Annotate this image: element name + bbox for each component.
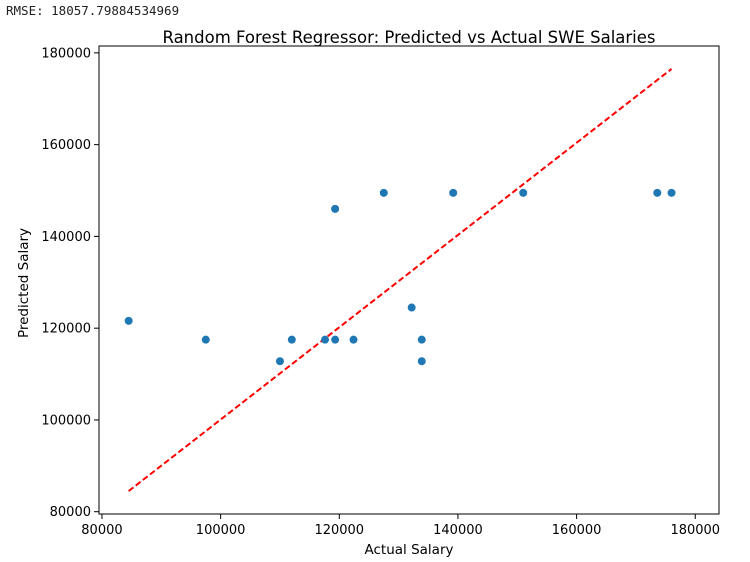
data-point-3 [287, 335, 296, 344]
x-axis: 80000 100000 120000 140000 160000 180000 [81, 514, 720, 538]
y-axis-label: Predicted Salary [16, 228, 32, 338]
chart-title: Random Forest Regressor: Predicted vs Ac… [162, 28, 655, 47]
y-tick-label-4: 160000 [41, 138, 91, 153]
data-point-5 [331, 204, 340, 213]
data-point-13 [519, 188, 528, 197]
rmse-output: RMSE: 18057.79884534969 [6, 3, 180, 18]
data-point-10 [417, 335, 426, 344]
data-point-15 [667, 188, 676, 197]
x-tick-label-3: 140000 [433, 523, 483, 538]
y-tick-label-5: 180000 [41, 46, 91, 61]
data-point-2 [275, 357, 284, 366]
y-tick-label-1: 100000 [41, 413, 91, 428]
data-point-11 [417, 357, 426, 366]
data-point-6 [331, 335, 340, 344]
data-points [124, 188, 676, 366]
x-axis-label: Actual Salary [365, 542, 454, 558]
y-tick-label-2: 120000 [41, 322, 91, 337]
data-point-12 [449, 188, 458, 197]
data-point-0 [124, 316, 133, 325]
data-point-1 [201, 335, 210, 344]
plot-frame [98, 45, 720, 515]
x-tick-label-2: 120000 [314, 523, 364, 538]
data-point-14 [653, 188, 662, 197]
x-tick-label-4: 160000 [552, 523, 602, 538]
y-axis: 80000 100000 120000 140000 160000 180000 [41, 46, 99, 520]
data-point-8 [379, 188, 388, 197]
data-point-7 [349, 335, 358, 344]
reference-line [128, 68, 673, 492]
y-tick-label-0: 80000 [50, 505, 91, 520]
y-tick-label-3: 140000 [41, 230, 91, 245]
x-tick-label-0: 80000 [81, 523, 122, 538]
data-point-4 [321, 335, 330, 344]
data-point-9 [407, 303, 416, 312]
x-tick-label-5: 180000 [670, 523, 720, 538]
x-tick-label-1: 100000 [196, 523, 246, 538]
